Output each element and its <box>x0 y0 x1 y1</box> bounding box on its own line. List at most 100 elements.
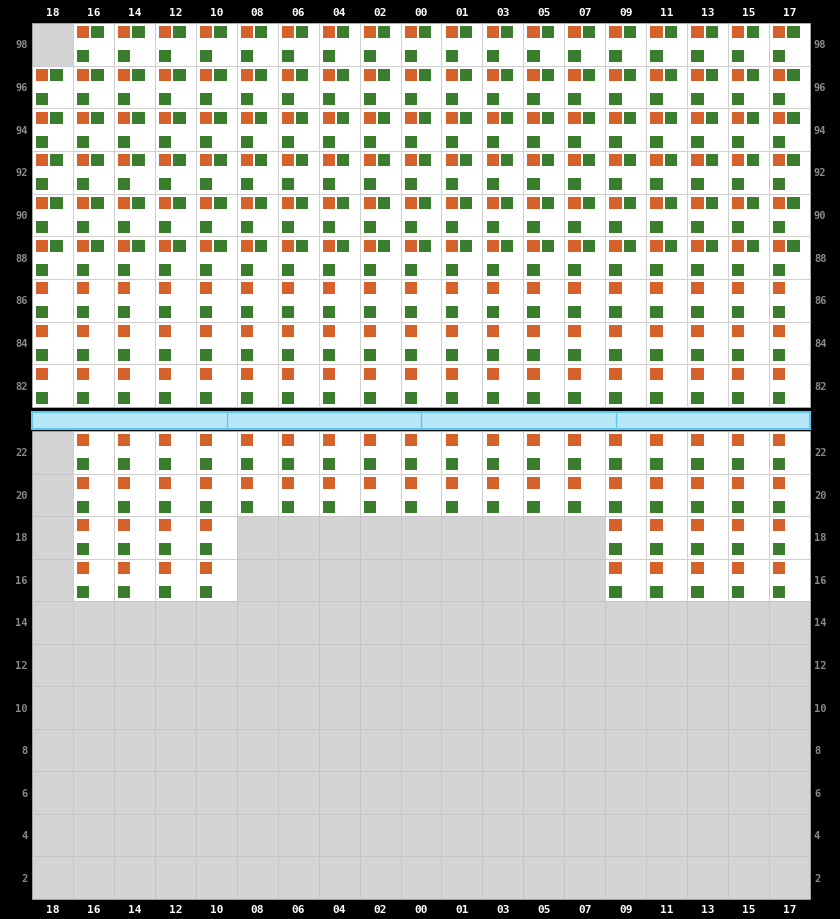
Bar <box>564 66 606 109</box>
Bar <box>732 435 744 447</box>
Bar <box>773 70 785 82</box>
Bar <box>405 155 417 167</box>
Bar <box>196 857 237 899</box>
Bar <box>214 241 227 253</box>
Bar <box>419 70 431 82</box>
Bar <box>155 66 196 109</box>
Bar <box>278 729 318 772</box>
Text: 98: 98 <box>15 40 28 51</box>
Bar <box>486 51 499 63</box>
Bar <box>405 179 417 191</box>
Text: 82: 82 <box>15 381 28 391</box>
Bar <box>159 369 171 380</box>
Bar <box>691 265 704 277</box>
Bar <box>773 586 785 598</box>
Bar <box>609 369 622 380</box>
Bar <box>401 474 442 516</box>
Bar <box>77 562 89 574</box>
Bar <box>360 66 401 109</box>
Bar <box>691 28 704 40</box>
Bar <box>691 520 704 532</box>
Bar <box>609 478 622 489</box>
Bar <box>73 365 114 407</box>
Text: 16: 16 <box>87 8 100 18</box>
Bar <box>200 520 213 532</box>
Bar <box>173 70 186 82</box>
Bar <box>241 94 253 106</box>
Bar <box>501 241 513 253</box>
Text: 86: 86 <box>814 296 827 306</box>
Bar <box>606 559 646 602</box>
Bar <box>237 814 278 857</box>
Bar <box>528 241 540 253</box>
Bar <box>360 279 401 323</box>
Bar <box>769 686 810 729</box>
Bar <box>114 686 155 729</box>
Bar <box>773 392 785 404</box>
Bar <box>77 325 89 337</box>
Bar <box>732 562 744 574</box>
Bar <box>159 94 171 106</box>
Text: 03: 03 <box>496 8 510 18</box>
Bar <box>445 70 458 82</box>
Bar <box>401 237 442 279</box>
Bar <box>200 113 213 125</box>
Bar <box>36 283 49 295</box>
Bar <box>118 137 130 149</box>
Bar <box>118 179 130 191</box>
Text: 01: 01 <box>455 904 469 914</box>
Bar <box>364 198 376 210</box>
Bar <box>486 283 499 295</box>
Bar <box>118 283 130 295</box>
Bar <box>769 24 810 66</box>
Bar <box>73 152 114 195</box>
Text: 05: 05 <box>537 8 550 18</box>
Bar <box>200 221 213 233</box>
Bar <box>32 109 73 152</box>
Bar <box>237 279 278 323</box>
Bar <box>445 51 458 63</box>
Bar <box>747 155 759 167</box>
Bar <box>569 70 580 82</box>
Bar <box>196 559 237 602</box>
Bar <box>728 602 769 644</box>
Text: 13: 13 <box>701 904 714 914</box>
Bar <box>323 478 335 489</box>
Bar <box>36 179 49 191</box>
Bar <box>706 28 718 40</box>
Text: 10: 10 <box>209 8 223 18</box>
Bar <box>378 241 391 253</box>
Bar <box>32 686 73 729</box>
Bar <box>32 772 73 814</box>
Bar <box>241 349 253 361</box>
Bar <box>482 814 523 857</box>
Bar <box>486 137 499 149</box>
Bar <box>445 221 458 233</box>
Bar <box>281 51 294 63</box>
Bar <box>237 152 278 195</box>
Bar <box>609 501 622 513</box>
Bar <box>73 559 114 602</box>
Bar <box>401 559 442 602</box>
Bar <box>528 283 540 295</box>
Bar <box>442 109 482 152</box>
Bar <box>241 478 253 489</box>
Bar <box>442 66 482 109</box>
Bar <box>281 392 294 404</box>
Bar <box>196 644 237 686</box>
Bar <box>482 602 523 644</box>
Bar <box>360 686 401 729</box>
Bar <box>405 241 417 253</box>
Bar <box>664 113 677 125</box>
Bar <box>73 432 114 474</box>
Bar <box>73 857 114 899</box>
Bar <box>200 137 213 149</box>
Bar <box>769 152 810 195</box>
Bar <box>50 241 63 253</box>
Bar <box>77 241 89 253</box>
Bar <box>646 24 687 66</box>
Bar <box>609 544 622 556</box>
Bar <box>773 179 785 191</box>
Bar <box>528 179 540 191</box>
Bar <box>523 729 564 772</box>
